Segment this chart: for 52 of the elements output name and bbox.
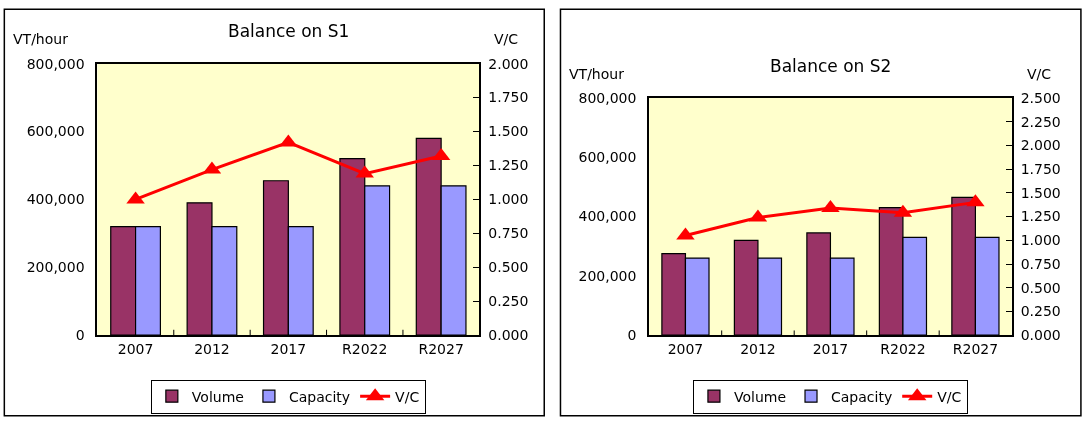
y2-tick-label: 1.750 xyxy=(1020,161,1061,178)
y-tick-label: 800,000 xyxy=(578,89,637,106)
y2-tick-label: 0.500 xyxy=(488,259,529,276)
y-tick-label: 400,000 xyxy=(26,191,85,208)
y2-tick-label: 0.250 xyxy=(1020,303,1061,320)
y-tick-label: 0 xyxy=(75,327,85,344)
y-tick-label: 800,000 xyxy=(26,55,85,72)
y2-tick-label: 1.750 xyxy=(488,89,529,106)
x-tick-label: R2022 xyxy=(880,341,926,357)
x-tick-label: R2027 xyxy=(418,341,464,357)
x-tick-label: 2007 xyxy=(667,341,704,357)
y2-tick-label: 2.500 xyxy=(1020,89,1061,106)
y-axis-title: VT/hour xyxy=(13,31,69,47)
legend-label: Capacity xyxy=(831,388,893,405)
x-tick-label: 2012 xyxy=(740,341,776,357)
y-tick-label: 0 xyxy=(627,327,637,344)
y-tick-label: 600,000 xyxy=(26,123,85,140)
y2-tick-label: 1.000 xyxy=(1020,232,1061,249)
y2-tick-label: 2.000 xyxy=(1020,137,1061,154)
x-tick-label: 2017 xyxy=(270,341,307,357)
y2-tick-label: 1.000 xyxy=(488,191,529,208)
y2-tick-label: 0.750 xyxy=(1020,255,1061,272)
legend-label: Capacity xyxy=(288,388,351,405)
chart-title: Balance on S2 xyxy=(770,56,892,76)
legend-label: Volume xyxy=(733,388,787,405)
y2-tick-label: 1.250 xyxy=(1020,208,1061,225)
x-tick-label: 2012 xyxy=(194,341,230,357)
y2-tick-label: 2.250 xyxy=(1020,113,1061,130)
legend-label: Volume xyxy=(191,388,244,405)
x-tick-label: R2022 xyxy=(342,341,388,357)
y2-tick-label: 1.500 xyxy=(488,123,529,140)
y2-tick-label: 1.250 xyxy=(488,157,529,174)
legend-label: V/C xyxy=(937,388,962,405)
y2-tick-label: 0.250 xyxy=(488,293,529,310)
y2-tick-label: 0.000 xyxy=(488,327,529,344)
y2-tick-label: 0.000 xyxy=(1020,327,1061,344)
x-tick-label: 2007 xyxy=(117,341,154,357)
y2-axis-title: V/C xyxy=(1027,66,1052,82)
y2-axis-title: V/C xyxy=(494,31,519,47)
y-tick-label: 200,000 xyxy=(26,259,85,276)
y-axis-title: VT/hour xyxy=(569,66,625,82)
y-tick-label: 200,000 xyxy=(578,267,637,284)
y2-tick-label: 2.000 xyxy=(488,55,529,72)
x-tick-label: R2027 xyxy=(952,341,999,357)
x-tick-label: 2017 xyxy=(812,341,849,357)
y2-tick-label: 0.750 xyxy=(488,225,529,242)
y2-tick-label: 1.500 xyxy=(1020,184,1061,201)
y2-tick-label: 0.500 xyxy=(1020,279,1061,296)
y-tick-label: 400,000 xyxy=(578,208,637,225)
chart-title: Balance on S1 xyxy=(228,21,350,41)
legend-label: V/C xyxy=(395,388,420,405)
y-tick-label: 600,000 xyxy=(578,149,637,166)
